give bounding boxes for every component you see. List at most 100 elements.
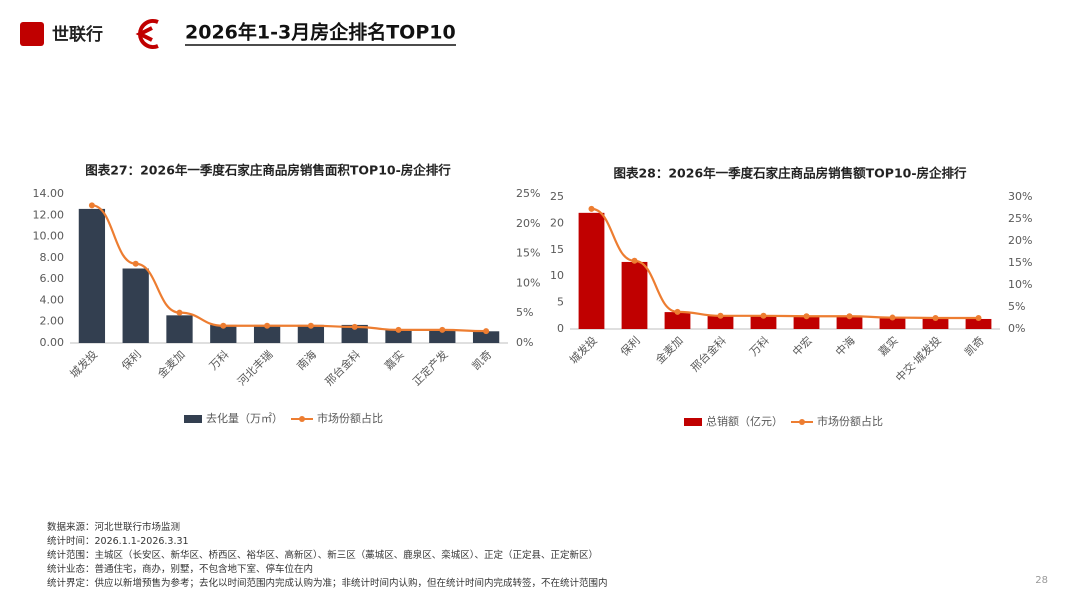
note: 统计界定：供应以新增预售为参考；去化以时间范围内完成认购为准；非统计时间内认购，… (47, 578, 608, 589)
bar (297, 324, 325, 343)
y2-tick-label: 10% (1008, 278, 1032, 291)
x-tick-label: 中宏 (789, 333, 814, 358)
note: 统计时间：2026.1.1-2026.3.31 (47, 536, 189, 547)
line-marker (439, 326, 446, 333)
line-marker (932, 315, 939, 321)
y-tick-label: 4.00 (40, 293, 65, 306)
x-tick-label: 嘉实 (381, 347, 406, 372)
y2-tick-label: 30% (1008, 190, 1032, 203)
x-tick-label: 万科 (206, 347, 231, 372)
y-tick-label: 5 (557, 296, 564, 309)
x-tick-label: 邢台金科 (322, 347, 363, 388)
line-marker (395, 326, 402, 333)
y2-tick-label: 20% (516, 217, 540, 230)
bar (210, 324, 237, 343)
x-tick-label: 保利 (617, 333, 642, 358)
line-marker (717, 312, 724, 319)
legend-swatch (799, 419, 805, 425)
legend-label: 市场份额占比 (317, 411, 383, 425)
bar (166, 315, 193, 343)
bar (472, 331, 500, 343)
page-number: 28 (1035, 575, 1048, 586)
x-tick-label: 金麦加 (155, 347, 188, 380)
x-tick-label: 中海 (832, 333, 857, 358)
bar (385, 329, 412, 343)
line-marker (132, 260, 139, 267)
legend-label: 总销额（亿元） (706, 414, 783, 428)
x-tick-label: 嘉实 (875, 333, 900, 358)
x-tick-label: 凯奇 (962, 334, 987, 359)
y2-tick-label: 25% (1008, 212, 1032, 225)
y-tick-label: 10 (550, 269, 564, 282)
bar (879, 318, 906, 329)
legend-label: 去化量（万㎡） (206, 411, 283, 425)
y2-tick-label: 10% (516, 276, 540, 289)
y2-tick-label: 0% (516, 336, 533, 349)
bar (253, 324, 281, 343)
y2-tick-label: 15% (516, 247, 540, 260)
y-tick-label: 12.00 (33, 208, 65, 221)
y2-tick-label: 20% (1008, 234, 1032, 247)
line (591, 207, 979, 320)
y2-tick-label: 5% (1008, 300, 1025, 313)
bar (122, 268, 149, 343)
x-tick-label: 城发投 (67, 347, 100, 380)
logo-text: 世联行 (52, 24, 103, 45)
line-marker (483, 328, 490, 335)
bar (922, 318, 949, 329)
line-marker (176, 309, 183, 316)
y-tick-label: 6.00 (40, 272, 65, 285)
y-tick-label: 25 (550, 190, 564, 203)
page-title: 2026年1-3月房企排名TOP10 (185, 21, 456, 44)
bar (664, 312, 691, 329)
line-marker (351, 323, 358, 330)
x-tick-label: 凯奇 (470, 348, 495, 373)
x-tick-label: 正定产发 (410, 347, 451, 388)
y2-tick-label: 5% (516, 306, 533, 319)
bar (836, 316, 863, 329)
y-tick-label: 20 (550, 216, 564, 229)
bar (341, 324, 368, 343)
note: 统计业态：普通住宅，商办，别墅，不包含地下室、停车位在内 (47, 564, 314, 575)
y2-tick-label: 15% (1008, 256, 1032, 269)
line-marker (307, 322, 314, 329)
y-tick-label: 14.00 (33, 187, 65, 200)
x-tick-label: 南海 (294, 347, 319, 372)
line-marker (975, 315, 982, 321)
legend-label: 市场份额占比 (817, 414, 883, 428)
legend-swatch (684, 418, 702, 426)
line-marker (588, 205, 595, 212)
x-tick-label: 中交·城发投 (892, 333, 943, 384)
note: 数据来源：河北世联行市场监测 (47, 522, 181, 533)
y-tick-label: 0 (557, 322, 564, 335)
line-marker (264, 322, 271, 329)
bar (429, 329, 456, 343)
x-tick-label: 城发投 (567, 333, 600, 366)
line-marker (889, 314, 896, 321)
y2-tick-label: 0% (1008, 322, 1025, 335)
logo-icon (135, 19, 159, 49)
bar (78, 208, 106, 343)
bar (621, 261, 648, 329)
x-tick-label: 河北丰瑞 (234, 347, 275, 388)
legend-swatch (184, 415, 202, 423)
y-tick-label: 8.00 (40, 251, 65, 264)
chart-title: 图表28：2026年一季度石家庄商品房销售额TOP10-房企排行 (613, 166, 967, 181)
line-marker (803, 313, 810, 320)
bar (750, 315, 777, 329)
legend-swatch (299, 416, 305, 422)
x-tick-label: 金麦加 (653, 333, 686, 366)
line-marker (846, 313, 853, 320)
line-marker (674, 308, 681, 315)
y-tick-label: 10.00 (33, 230, 65, 243)
line-marker (88, 202, 95, 209)
logo-mark (20, 22, 44, 46)
line-marker (760, 312, 767, 319)
x-tick-label: 邢台金科 (688, 333, 729, 374)
note: 统计范围：主城区（长安区、新华区、桥西区、裕华区、高新区）、新三区（藁城区、鹿泉… (47, 550, 599, 561)
y2-tick-label: 25% (516, 187, 540, 200)
x-tick-label: 万科 (746, 333, 771, 358)
line-marker (220, 322, 227, 329)
line (91, 204, 487, 333)
